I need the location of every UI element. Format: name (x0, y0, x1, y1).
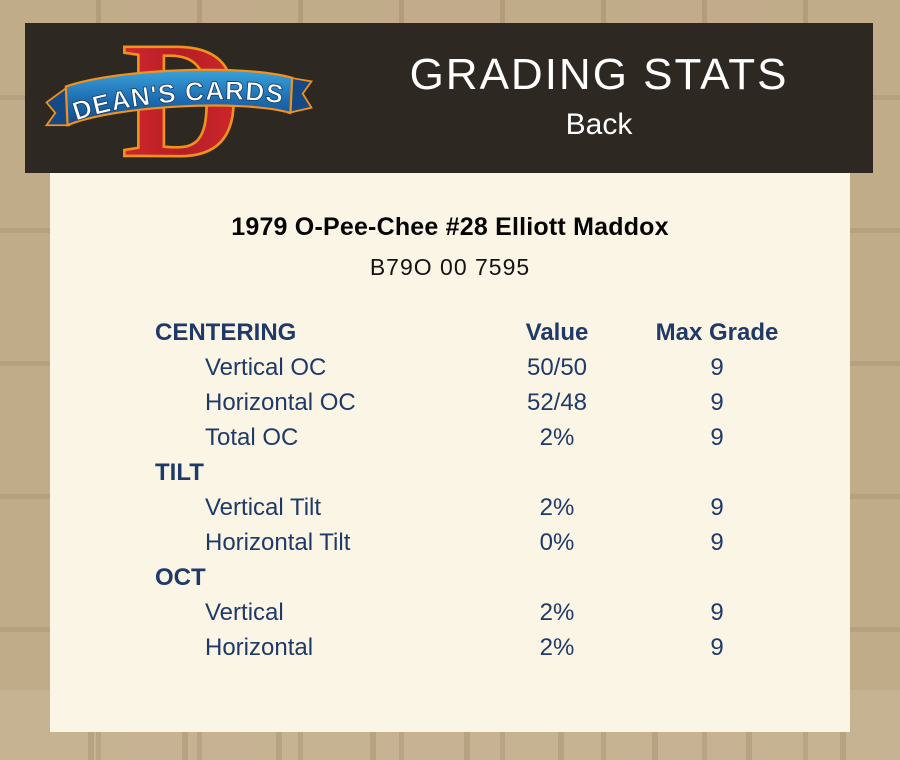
table-row: Horizontal OC 52/48 9 (155, 385, 800, 420)
table-row: Horizontal 2% 9 (155, 630, 800, 665)
header-bar: D DEAN'S CARDS GRADING STATS Back (25, 23, 873, 173)
table-row: Vertical OC 50/50 9 (155, 350, 800, 385)
section-row: OCT (155, 560, 800, 595)
card-title: 1979 O-Pee-Chee #28 Elliott Maddox (231, 213, 669, 241)
table-body: Vertical OC 50/50 9 Horizontal OC 52/48 9 Tota… (155, 350, 800, 665)
row-value: 52/48 (526, 388, 588, 416)
row-value: 50/50 (526, 353, 588, 381)
row-max-grade: 9 (710, 388, 724, 416)
table-row: Vertical Tilt 2% 9 (155, 490, 800, 525)
row-max-grade: 9 (710, 353, 724, 381)
column-header-centering: CENTERING (155, 318, 297, 346)
row-label: Horizontal OC (205, 388, 356, 416)
section-row: TILT (155, 455, 800, 490)
row-value: 2% (539, 493, 575, 521)
section-label: OCT (155, 563, 206, 591)
table-row: Vertical 2% 9 (155, 595, 800, 630)
row-label: Vertical OC (205, 353, 327, 381)
deans-cards-logo-icon: D DEAN'S CARDS (44, 23, 314, 173)
deans-cards-logo: D DEAN'S CARDS (25, 23, 325, 173)
row-label: Horizontal Tilt (205, 528, 351, 556)
page-subtitle: Back (565, 108, 633, 142)
column-header-value: Value (525, 318, 589, 346)
row-max-grade: 9 (710, 528, 724, 556)
header-titles: GRADING STATS Back (325, 50, 873, 143)
section-label: TILT (155, 458, 204, 486)
row-label: Vertical Tilt (205, 493, 322, 521)
grading-table: CENTERING Value Max Grade Vertical OC 50/… (155, 315, 800, 665)
column-header-max-grade: Max Grade (655, 318, 779, 346)
table-header-row: CENTERING Value Max Grade (155, 315, 800, 350)
row-value: 2% (539, 423, 575, 451)
row-max-grade: 9 (710, 633, 724, 661)
row-value: 0% (539, 528, 575, 556)
row-label: Vertical (205, 598, 284, 626)
row-max-grade: 9 (710, 423, 724, 451)
row-label: Total OC (205, 423, 299, 451)
row-value: 2% (539, 598, 575, 626)
card-serial-code: B79O 00 7595 (369, 254, 531, 280)
row-max-grade: 9 (710, 493, 724, 521)
row-max-grade: 9 (710, 598, 724, 626)
stats-panel: 1979 O-Pee-Chee #28 Elliott Maddox B79O … (50, 173, 850, 732)
page-title: GRADING STATS (409, 49, 789, 99)
row-label: Horizontal (205, 633, 314, 661)
row-value: 2% (539, 633, 575, 661)
table-row: Total OC 2% 9 (155, 420, 800, 455)
table-row: Horizontal Tilt 0% 9 (155, 525, 800, 560)
